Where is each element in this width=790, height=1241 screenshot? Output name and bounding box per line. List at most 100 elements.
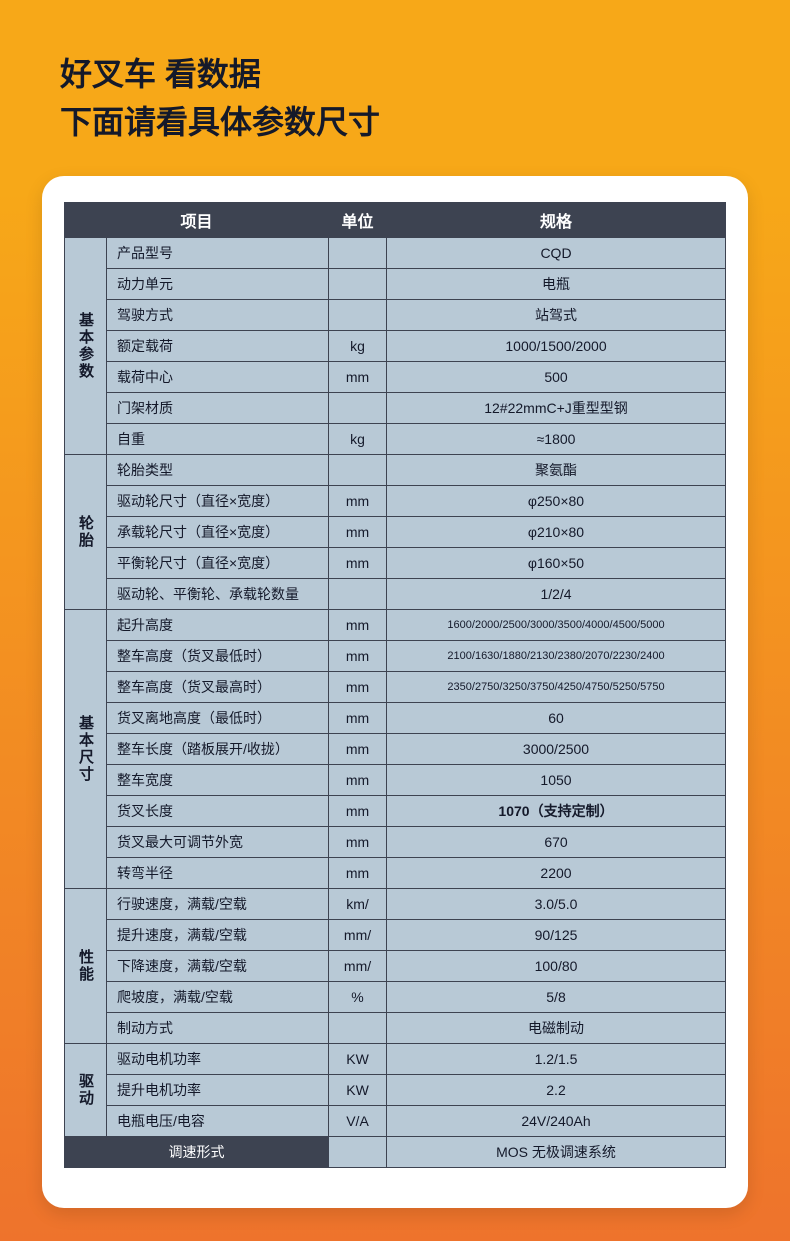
category-cell: 驱动: [65, 1044, 107, 1137]
unit-cell: mm: [329, 672, 387, 703]
spec-cell: 2100/1630/1880/2130/2380/2070/2230/2400: [387, 641, 726, 672]
unit-cell: mm/: [329, 951, 387, 982]
table-row: 驾驶方式站驾式: [65, 300, 726, 331]
unit-cell: mm: [329, 548, 387, 579]
table-row: 货叉最大可调节外宽mm670: [65, 827, 726, 858]
footer-unit: [329, 1137, 387, 1168]
category-cell: 性能: [65, 889, 107, 1044]
table-row: 轮胎轮胎类型聚氨酯: [65, 455, 726, 486]
unit-cell: mm: [329, 858, 387, 889]
param-cell: 整车高度（货叉最高时）: [107, 672, 329, 703]
param-cell: 爬坡度，满载/空载: [107, 982, 329, 1013]
spec-cell: ≈1800: [387, 424, 726, 455]
spec-cell: 1070（支持定制）: [387, 796, 726, 827]
unit-cell: [329, 579, 387, 610]
footer-param: 调速形式: [65, 1137, 329, 1168]
table-footer-row: 调速形式 MOS 无极调速系统: [65, 1137, 726, 1168]
unit-cell: mm: [329, 517, 387, 548]
param-cell: 提升速度，满载/空载: [107, 920, 329, 951]
param-cell: 整车长度（踏板展开/收拢）: [107, 734, 329, 765]
spec-cell: 5/8: [387, 982, 726, 1013]
header-line-2: 下面请看具体参数尺寸: [60, 98, 730, 146]
table-row: 整车宽度mm1050: [65, 765, 726, 796]
param-cell: 货叉长度: [107, 796, 329, 827]
unit-cell: mm: [329, 641, 387, 672]
table-row: 动力单元电瓶: [65, 269, 726, 300]
col-spec: 规格: [387, 203, 726, 238]
table-row: 爬坡度，满载/空载%5/8: [65, 982, 726, 1013]
footer-spec: MOS 无极调速系统: [387, 1137, 726, 1168]
spec-cell: 12#22mmC+J重型型钢: [387, 393, 726, 424]
table-row: 下降速度，满载/空载mm/100/80: [65, 951, 726, 982]
unit-cell: mm: [329, 362, 387, 393]
table-row: 整车长度（踏板展开/收拢）mm3000/2500: [65, 734, 726, 765]
param-cell: 载荷中心: [107, 362, 329, 393]
param-cell: 整车宽度: [107, 765, 329, 796]
table-row: 基本尺寸起升高度mm1600/2000/2500/3000/3500/4000/…: [65, 610, 726, 641]
unit-cell: KW: [329, 1044, 387, 1075]
spec-cell: 1.2/1.5: [387, 1044, 726, 1075]
table-row: 门架材质12#22mmC+J重型型钢: [65, 393, 726, 424]
unit-cell: mm: [329, 827, 387, 858]
unit-cell: mm/: [329, 920, 387, 951]
category-cell: 基本参数: [65, 238, 107, 455]
table-row: 承载轮尺寸（直径×宽度）mmφ210×80: [65, 517, 726, 548]
table-row: 驱动轮尺寸（直径×宽度）mmφ250×80: [65, 486, 726, 517]
spec-cell: 3000/2500: [387, 734, 726, 765]
param-cell: 驾驶方式: [107, 300, 329, 331]
category-cell: 基本尺寸: [65, 610, 107, 889]
unit-cell: [329, 269, 387, 300]
table-row: 额定载荷kg1000/1500/2000: [65, 331, 726, 362]
page-header: 好叉车 看数据 下面请看具体参数尺寸: [0, 0, 790, 176]
col-item: 项目: [65, 203, 329, 238]
spec-cell: 2200: [387, 858, 726, 889]
unit-cell: %: [329, 982, 387, 1013]
param-cell: 产品型号: [107, 238, 329, 269]
table-row: 基本参数产品型号CQD: [65, 238, 726, 269]
param-cell: 承载轮尺寸（直径×宽度）: [107, 517, 329, 548]
param-cell: 下降速度，满载/空载: [107, 951, 329, 982]
table-row: 电瓶电压/电容V/A24V/240Ah: [65, 1106, 726, 1137]
spec-cell: φ160×50: [387, 548, 726, 579]
table-row: 驱动轮、平衡轮、承载轮数量1/2/4: [65, 579, 726, 610]
spec-cell: 500: [387, 362, 726, 393]
param-cell: 货叉最大可调节外宽: [107, 827, 329, 858]
param-cell: 转弯半径: [107, 858, 329, 889]
spec-cell: 60: [387, 703, 726, 734]
spec-cell: 3.0/5.0: [387, 889, 726, 920]
spec-cell: 电磁制动: [387, 1013, 726, 1044]
unit-cell: [329, 393, 387, 424]
param-cell: 驱动电机功率: [107, 1044, 329, 1075]
spec-table: 项目 单位 规格 基本参数产品型号 CQD动力单元电瓶驾驶方式站驾式额定载荷kg1…: [64, 202, 726, 1168]
param-cell: 轮胎类型: [107, 455, 329, 486]
spec-cell: 24V/240Ah: [387, 1106, 726, 1137]
unit-cell: [329, 455, 387, 486]
param-cell: 整车高度（货叉最低时）: [107, 641, 329, 672]
table-row: 平衡轮尺寸（直径×宽度）mmφ160×50: [65, 548, 726, 579]
param-cell: 驱动轮尺寸（直径×宽度）: [107, 486, 329, 517]
table-row: 提升速度，满载/空载mm/90/125: [65, 920, 726, 951]
spec-cell: 聚氨酯: [387, 455, 726, 486]
param-cell: 提升电机功率: [107, 1075, 329, 1106]
category-cell: 轮胎: [65, 455, 107, 610]
table-header-row: 项目 单位 规格: [65, 203, 726, 238]
spec-card: 项目 单位 规格 基本参数产品型号 CQD动力单元电瓶驾驶方式站驾式额定载荷kg1…: [42, 176, 748, 1208]
table-row: 提升电机功率KW2.2: [65, 1075, 726, 1106]
unit-cell: mm: [329, 734, 387, 765]
param-cell: 平衡轮尺寸（直径×宽度）: [107, 548, 329, 579]
param-cell: 驱动轮、平衡轮、承载轮数量: [107, 579, 329, 610]
unit-cell: V/A: [329, 1106, 387, 1137]
table-row: 驱动驱动电机功率KW1.2/1.5: [65, 1044, 726, 1075]
unit-cell: [329, 1013, 387, 1044]
spec-cell: φ210×80: [387, 517, 726, 548]
spec-cell: φ250×80: [387, 486, 726, 517]
table-row: 货叉长度mm1070（支持定制）: [65, 796, 726, 827]
spec-cell: CQD: [387, 238, 726, 269]
spec-cell: 100/80: [387, 951, 726, 982]
param-cell: 制动方式: [107, 1013, 329, 1044]
spec-cell: 1000/1500/2000: [387, 331, 726, 362]
table-row: 性能行驶速度，满载/空载km/3.0/5.0: [65, 889, 726, 920]
unit-cell: km/: [329, 889, 387, 920]
unit-cell: mm: [329, 703, 387, 734]
table-row: 载荷中心mm500: [65, 362, 726, 393]
